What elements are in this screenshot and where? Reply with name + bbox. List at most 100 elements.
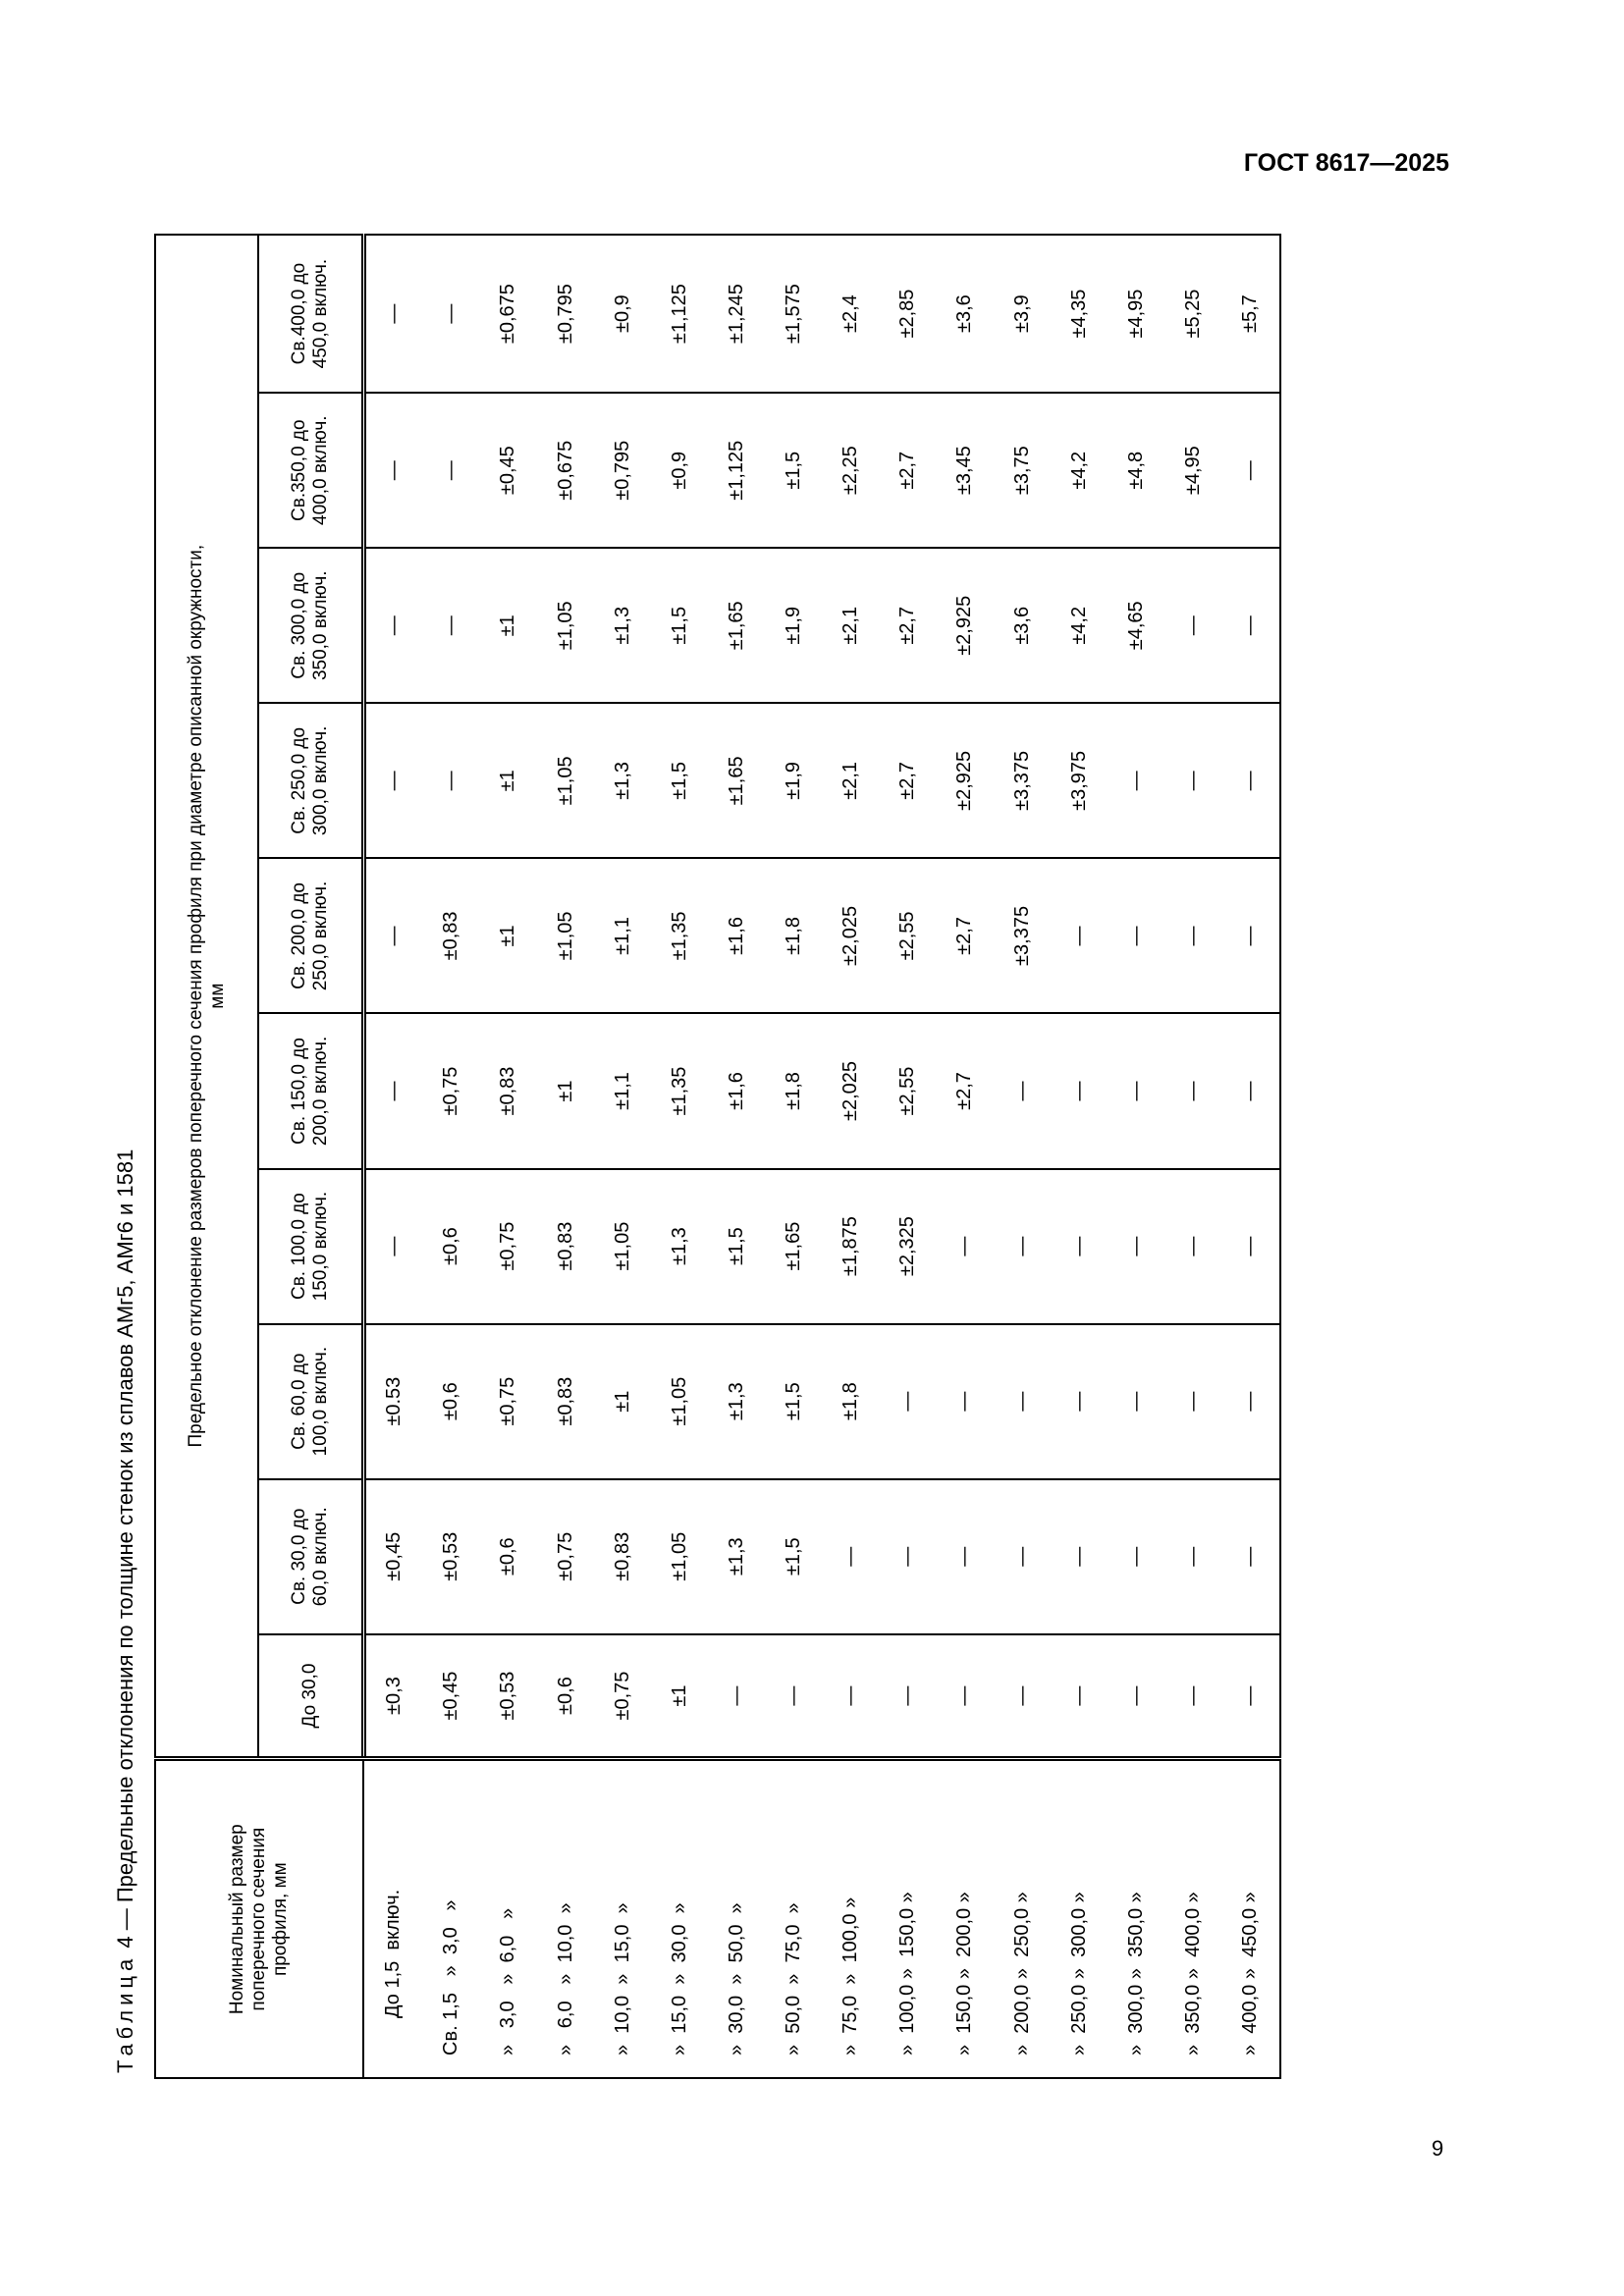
table-cell: ±1,875 — [822, 1168, 880, 1324]
table-cell: — — [422, 703, 480, 859]
table-cell: ±3,375 — [994, 858, 1052, 1014]
table-cell: ±1,1 — [594, 858, 652, 1014]
table-cell: ±0,83 — [536, 1168, 595, 1324]
table-cell: ±4,95 — [1108, 235, 1165, 394]
table-cell: — — [1221, 1633, 1280, 1759]
table-cell: ±0,75 — [479, 1323, 537, 1479]
table-cell: — — [994, 1168, 1052, 1324]
table-cell: ±3,6 — [994, 548, 1052, 704]
column-header: До 30,0 — [258, 1633, 363, 1759]
table-cell: ±0,45 — [363, 1478, 423, 1634]
table-cell: — — [363, 1013, 423, 1169]
table-cell: — — [1051, 1013, 1109, 1169]
table-cell: — — [422, 393, 480, 549]
table-cell: — — [1221, 1168, 1280, 1324]
table-cell: — — [1164, 1633, 1222, 1759]
table-cell: ±0,6 — [422, 1168, 480, 1324]
table-cell: ±3,975 — [1051, 703, 1109, 859]
table-cell: ±4,35 — [1051, 235, 1109, 394]
table-row: » 100,0 » 150,0 » — — — ±2,325 ±2,55 ±2,55 ±2,7… — [879, 235, 937, 2078]
table-cell: ±2,25 — [822, 393, 880, 549]
table-cell: — — [1221, 393, 1280, 549]
table-cell: ±2,025 — [822, 858, 880, 1014]
row-label: » 250,0 » 300,0 » — [1051, 1758, 1109, 2078]
table-cell: — — [1051, 1168, 1109, 1324]
table-cell: ±1,5 — [651, 548, 709, 704]
header-row-group: Номинальный размер поперечного сечения п… — [155, 235, 363, 2078]
table-row: » 75,0 » 100,0 » — — ±1,8 ±1,875 ±2,025 ±2,025… — [822, 235, 880, 2078]
table-cell: — — [1164, 1478, 1222, 1634]
table-cell: — — [1108, 1013, 1165, 1169]
table-cell: ±5,7 — [1221, 235, 1280, 394]
table-cell: — — [936, 1323, 995, 1479]
table-cell: — — [1221, 548, 1280, 704]
table-cell: ±2,7 — [936, 1013, 995, 1169]
row-label: » 10,0 » 15,0 » — [594, 1758, 652, 2078]
table-cell: — — [879, 1633, 937, 1759]
table-cell: ±0,75 — [536, 1478, 595, 1634]
table-row: » 300,0 » 350,0 » — — — — — — — ±4,65 ±4,8 ±4,95 — [1108, 235, 1165, 2078]
table-cell: ±1,65 — [708, 703, 766, 859]
table-cell: ±1,8 — [765, 1013, 823, 1169]
table-cell: ±2,925 — [936, 703, 995, 859]
table-cell: — — [363, 1168, 423, 1324]
table-cell: — — [822, 1478, 880, 1634]
column-header: Св. 150,0 до 200,0 включ. — [258, 1013, 363, 1169]
table-cell: — — [363, 703, 423, 859]
table-cell: ±2,85 — [879, 235, 937, 394]
table-cell: — — [994, 1633, 1052, 1759]
table-cell: — — [1164, 1168, 1222, 1324]
table-cell: — — [363, 393, 423, 549]
table-cell: — — [1108, 1323, 1165, 1479]
table-cell: — — [994, 1323, 1052, 1479]
row-label: » 3,0 » 6,0 » — [479, 1758, 537, 2078]
column-header: Св. 200,0 до 250,0 включ. — [258, 858, 363, 1014]
column-header: Св. 100,0 до 150,0 включ. — [258, 1168, 363, 1324]
table-cell: — — [1051, 1633, 1109, 1759]
row-label: » 350,0 » 400,0 » — [1164, 1758, 1222, 2078]
table-cell: — — [879, 1478, 937, 1634]
table-cell: ±0,9 — [651, 393, 709, 549]
table-cell: — — [936, 1633, 995, 1759]
table-row: » 350,0 » 400,0 » — — — — — — — — ±4,95 ±5,25 — [1164, 235, 1222, 2078]
table-cell: — — [1164, 1323, 1222, 1479]
row-header: Номинальный размер поперечного сечения п… — [155, 1758, 363, 2078]
table-cell: ±1,9 — [765, 703, 823, 859]
table-cell: — — [1221, 858, 1280, 1014]
table-cell: ±1,245 — [708, 235, 766, 394]
table-cell: ±1,35 — [651, 1013, 709, 1169]
table-cell: ±3,9 — [994, 235, 1052, 394]
table-cell: — — [765, 1633, 823, 1759]
table-caption: Таблица 4 — Предельные отклонения по тол… — [113, 1149, 138, 2073]
table-cell: — — [822, 1633, 880, 1759]
table-cell: ±2,1 — [822, 548, 880, 704]
table-cell: — — [422, 235, 480, 394]
table-cell: ±2,925 — [936, 548, 995, 704]
table-row: » 6,0 » 10,0 » ±0,6 ±0,75 ±0,83 ±0,83 ±1 ±1,05… — [536, 235, 595, 2078]
table-cell: ±0,45 — [479, 393, 537, 549]
table-cell: ±0,45 — [422, 1633, 480, 1759]
row-label: » 15,0 » 30,0 » — [651, 1758, 709, 2078]
table-cell: ±0,6 — [536, 1633, 595, 1759]
table-row: » 15,0 » 30,0 » ±1 ±1,05 ±1,05 ±1,3 ±1,35 ±1,3… — [651, 235, 709, 2078]
table-cell: ±1,125 — [708, 393, 766, 549]
table-cell: ±0,83 — [594, 1478, 652, 1634]
table-cell: ±1,3 — [708, 1478, 766, 1634]
row-label: » 150,0 » 200,0 » — [936, 1758, 995, 2078]
table-cell: ±1,05 — [594, 1168, 652, 1324]
table-row: » 400,0 » 450,0 » — — — — — — — — — ±5,7 — [1221, 235, 1280, 2078]
table-cell: ±1,6 — [708, 1013, 766, 1169]
table-cell: — — [1164, 548, 1222, 704]
column-header: Св.400,0 до 450,0 включ. — [258, 235, 363, 394]
table-cell: ±1,05 — [651, 1478, 709, 1634]
column-header: Св. 300,0 до 350,0 включ. — [258, 548, 363, 704]
table-cell: ±1,575 — [765, 235, 823, 394]
row-label: » 300,0 » 350,0 » — [1108, 1758, 1165, 2078]
table-cell: ±1 — [651, 1633, 709, 1759]
caption-label: Таблица — [113, 1953, 137, 2073]
table-row: » 10,0 » 15,0 » ±0,75 ±0,83 ±1 ±1,05 ±1,1 ±1,1… — [594, 235, 652, 2078]
table-cell: ±1,8 — [765, 858, 823, 1014]
table-cell: ±2,325 — [879, 1168, 937, 1324]
table-cell: ±1,5 — [651, 703, 709, 859]
table-cell: — — [936, 1478, 995, 1634]
